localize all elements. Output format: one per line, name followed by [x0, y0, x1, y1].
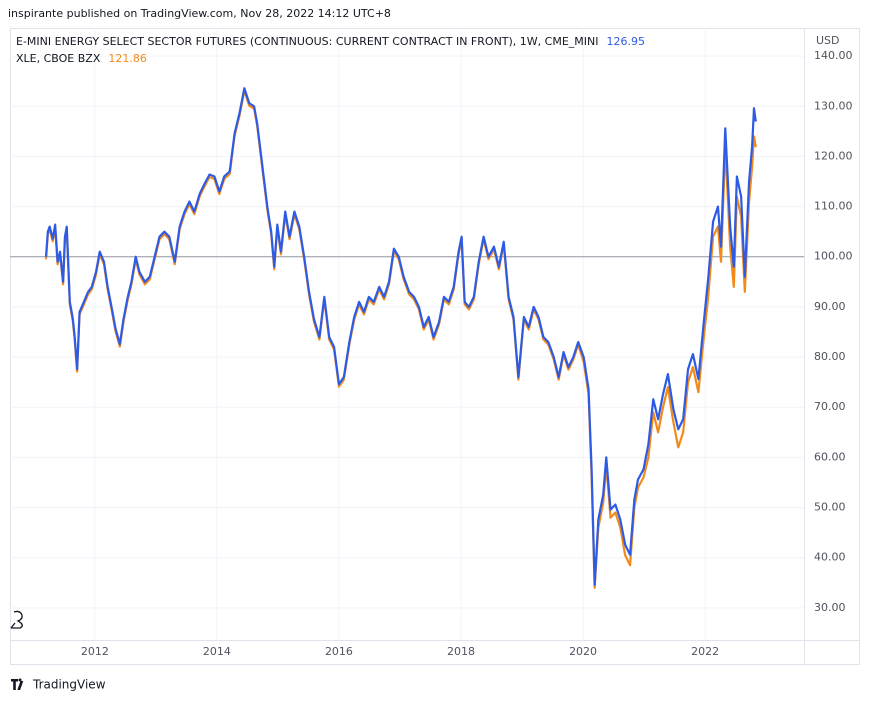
frame: [10, 28, 860, 665]
y-tick-label: 140.00: [814, 49, 853, 62]
tv-logo: [11, 678, 24, 690]
x-tick-label: 2012: [81, 645, 109, 658]
y-tick-label: 120.00: [814, 149, 853, 162]
legend-value: 121.86: [108, 52, 147, 65]
replay-icon: [10, 610, 23, 629]
y-tick-label: 100.00: [814, 250, 853, 263]
x-tick-label: 2016: [325, 645, 353, 658]
x-tick-label: 2014: [203, 645, 231, 658]
grid: [10, 28, 804, 640]
y-tick-label: 110.00: [814, 200, 853, 213]
series-line: [44, 89, 757, 589]
y-tick-label: 30.00: [814, 601, 846, 614]
y-tick-label: 80.00: [814, 350, 846, 363]
axis-unit: USD: [816, 34, 840, 47]
y-tick-label: 50.00: [814, 501, 846, 514]
x-tick-label: 2020: [569, 645, 597, 658]
y-tick-label: 40.00: [814, 551, 846, 564]
y-tick-label: 90.00: [814, 300, 846, 313]
y-tick-label: 70.00: [814, 400, 846, 413]
legend-value: 126.95: [607, 35, 646, 48]
header: inspirante published on TradingView.com,…: [8, 7, 391, 20]
legend-name: E-MINI ENERGY SELECT SECTOR FUTURES (CON…: [16, 35, 599, 48]
legend-name: XLE, CBOE BZX: [16, 52, 101, 65]
footer: TradingView: [32, 678, 106, 692]
y-tick-label: 60.00: [814, 450, 846, 463]
x-tick-label: 2022: [691, 645, 719, 658]
y-tick-label: 130.00: [814, 99, 853, 112]
series-line: [44, 87, 757, 586]
x-tick-label: 2018: [447, 645, 475, 658]
